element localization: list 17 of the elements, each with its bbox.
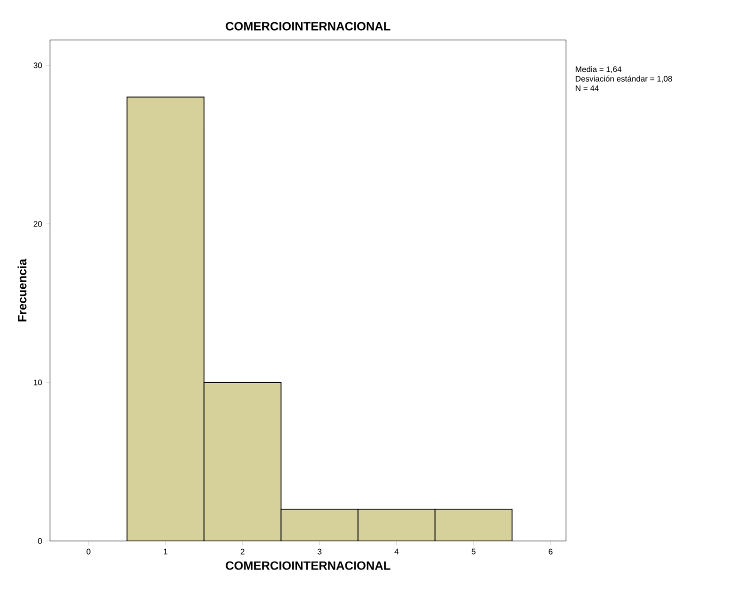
x-tick-label: 1 [164, 548, 168, 554]
x-tick-label: 5 [472, 548, 476, 554]
x-tick-label: 0 [86, 548, 90, 554]
x-tick-label: 3 [318, 548, 322, 554]
y-tick-label: 10 [34, 380, 42, 386]
x-tick-label: 2 [240, 548, 244, 554]
y-tick-label: 30 [34, 62, 42, 68]
x-tick-label: 4 [394, 548, 399, 554]
text: Media = 1,64 [576, 66, 622, 74]
y-tick-label: 20 [34, 221, 42, 227]
x-tick-label: 6 [548, 548, 552, 554]
y-axis-title: Frecuencia [18, 258, 26, 322]
chart-title: COMERCIOINTERNACIONAL [226, 22, 390, 30]
x-axis-title: COMERCIOINTERNACIONAL [226, 561, 390, 570]
y-tick-label: 0 [38, 538, 42, 544]
text: N = 44 [576, 85, 599, 91]
text: Desviación estándar = 1,08 [576, 76, 672, 83]
